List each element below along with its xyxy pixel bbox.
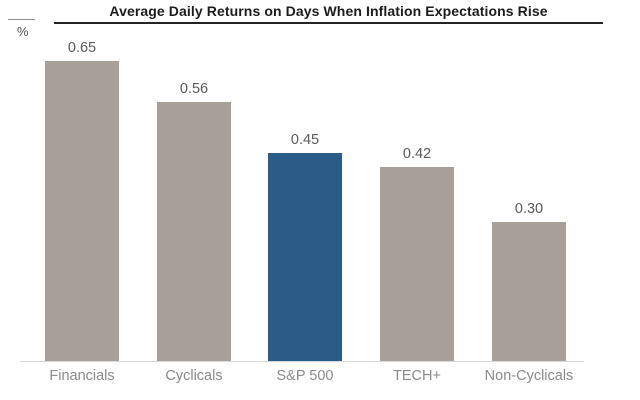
bar-non-cyclicals bbox=[492, 222, 566, 361]
category-label-tech: TECH+ bbox=[393, 368, 441, 384]
category-label-financials: Financials bbox=[49, 368, 115, 384]
bar-value-label-financials: 0.65 bbox=[67, 40, 97, 56]
bar-cyclicals bbox=[157, 102, 231, 361]
category-label-cyclicals: Cyclicals bbox=[165, 368, 223, 384]
chart-title: Average Daily Returns on Days When Infla… bbox=[109, 3, 548, 19]
category-label-non-cyclicals: Non-Cyclicals bbox=[484, 368, 574, 384]
bar-value-label-cyclicals: 0.56 bbox=[179, 81, 209, 97]
bar-tech bbox=[380, 167, 454, 361]
chart-title-underline: Average Daily Returns on Days When Infla… bbox=[54, 3, 603, 24]
category-label-s-p-500: S&P 500 bbox=[276, 368, 334, 384]
bar-value-label-tech: 0.42 bbox=[402, 146, 432, 162]
bar-s-p-500 bbox=[268, 153, 342, 361]
bar-value-label-non-cyclicals: 0.30 bbox=[514, 201, 544, 217]
bar-value-label-s-p-500: 0.45 bbox=[290, 132, 320, 148]
x-axis-line bbox=[20, 361, 584, 362]
bar-financials bbox=[45, 61, 119, 361]
top-left-tick-line bbox=[8, 19, 35, 20]
y-axis-unit-label: % bbox=[17, 24, 29, 39]
